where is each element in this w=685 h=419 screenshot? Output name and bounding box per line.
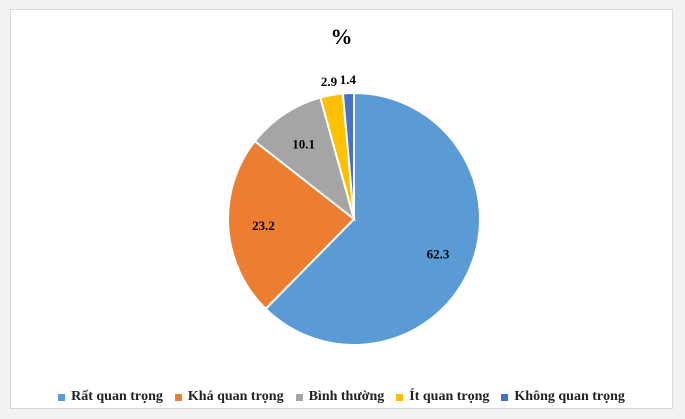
- data-label-it-quan-trong: 2.9: [321, 74, 338, 89]
- legend-label: Khá quan trọng: [187, 389, 284, 404]
- pie-slice-binh-thuong: [253, 96, 356, 222]
- legend-swatch: [174, 393, 182, 401]
- pie-slice-rat-quan-trong: [264, 91, 481, 346]
- data-label-binh-thuong: 10.1: [292, 137, 315, 152]
- pie-chart: 62.3 23.2 10.1 2.9 1.4: [227, 72, 481, 346]
- legend-label: Bình thường: [308, 389, 385, 404]
- data-label-kha-quan-trong: 23.2: [252, 218, 275, 233]
- legend-item-it-quan-trong: Ít quan trọng: [396, 389, 489, 405]
- legend-item-binh-thuong: Bình thường: [295, 389, 385, 405]
- data-label-khong-quan-trong: 1.4: [340, 72, 357, 87]
- legend-item-rat-quan-trong: Rất quan trọng: [58, 389, 163, 405]
- legend-swatch: [396, 393, 404, 401]
- legend-swatch: [58, 393, 66, 401]
- legend-swatch: [295, 393, 303, 401]
- legend-label: Không quan trọng: [514, 389, 625, 404]
- legend-item-kha-quan-trong: Khá quan trọng: [174, 389, 284, 405]
- chart-title: %: [330, 24, 353, 49]
- chart-frame: % 62.3 23.2 10.1 2.9 1.4 Rất quan trọng Khá q…: [10, 9, 673, 409]
- legend-label: Ít quan trọng: [409, 389, 490, 404]
- pie-slice-kha-quan-trong: [227, 139, 356, 311]
- legend-swatch: [501, 393, 509, 401]
- legend: Rất quan trọng Khá quan trọng Bình thường Í…: [11, 389, 672, 405]
- data-label-rat-quan-trong: 62.3: [427, 246, 450, 261]
- legend-item-khong-quan-trong: Không quan trọng: [501, 389, 625, 405]
- legend-label: Rất quan trọng: [71, 389, 163, 404]
- pie-slice-khong-quan-trong: [341, 91, 355, 220]
